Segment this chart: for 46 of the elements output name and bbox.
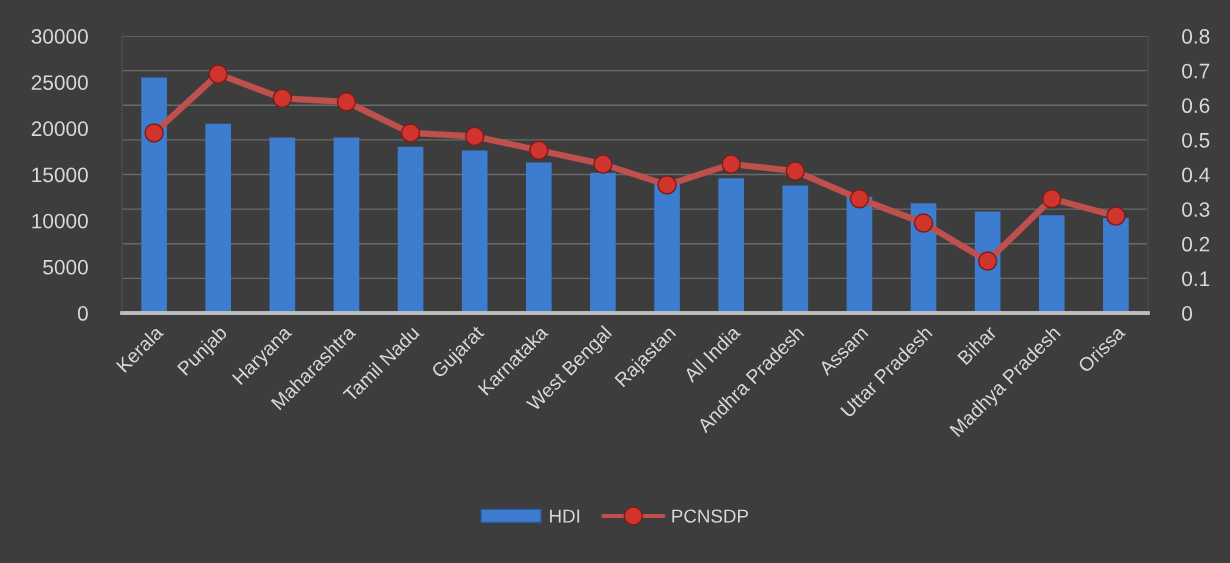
- bar: [205, 123, 232, 314]
- y2-tick-label: 0: [1182, 306, 1193, 321]
- legend-label: PCNSDP: [672, 509, 748, 523]
- point: [529, 140, 549, 161]
- point: [913, 213, 934, 233]
- y-tick-label: 10000: [32, 213, 88, 229]
- y2-tick-label: 0.7: [1182, 63, 1210, 79]
- point: [1106, 206, 1126, 226]
- y-tick-label: 25000: [31, 75, 88, 90]
- point: [721, 154, 741, 174]
- point: [464, 126, 485, 147]
- y2-tick-label: 0.5: [1182, 132, 1210, 148]
- point: [208, 64, 228, 84]
- y-tick-label: 30000: [31, 29, 88, 44]
- bar: [461, 150, 488, 314]
- point: [336, 92, 357, 112]
- y-tick-label: 20000: [31, 121, 88, 137]
- y2-tick-label: 0.3: [1182, 202, 1210, 217]
- point: [785, 161, 806, 181]
- bar: [718, 178, 744, 314]
- y2-tick-label: 0.8: [1182, 29, 1210, 44]
- point: [272, 88, 293, 109]
- bar: [141, 77, 167, 314]
- y2-tick-label: 0.6: [1182, 98, 1210, 114]
- point: [144, 123, 164, 143]
- y2-tick-label: 0.2: [1182, 236, 1210, 252]
- bar: [269, 137, 296, 314]
- bar: [1038, 215, 1065, 314]
- bar: [525, 162, 552, 314]
- bar: [397, 146, 424, 314]
- bar: [782, 185, 809, 314]
- y2-tick-label: 0.4: [1182, 167, 1210, 183]
- y-tick-label: 15000: [32, 167, 88, 183]
- point: [593, 154, 613, 174]
- point: [657, 175, 677, 195]
- point: [1042, 189, 1062, 209]
- y2-tick-label: 0.1: [1182, 271, 1210, 287]
- bar: [1103, 217, 1129, 314]
- y-tick-label: 5000: [43, 259, 88, 275]
- point: [849, 189, 870, 209]
- y-tick-label: 0: [77, 306, 88, 321]
- bar: [590, 172, 616, 314]
- bar: [333, 137, 360, 314]
- legend-label: HDI: [550, 509, 580, 523]
- point: [977, 251, 998, 271]
- point: [400, 123, 421, 143]
